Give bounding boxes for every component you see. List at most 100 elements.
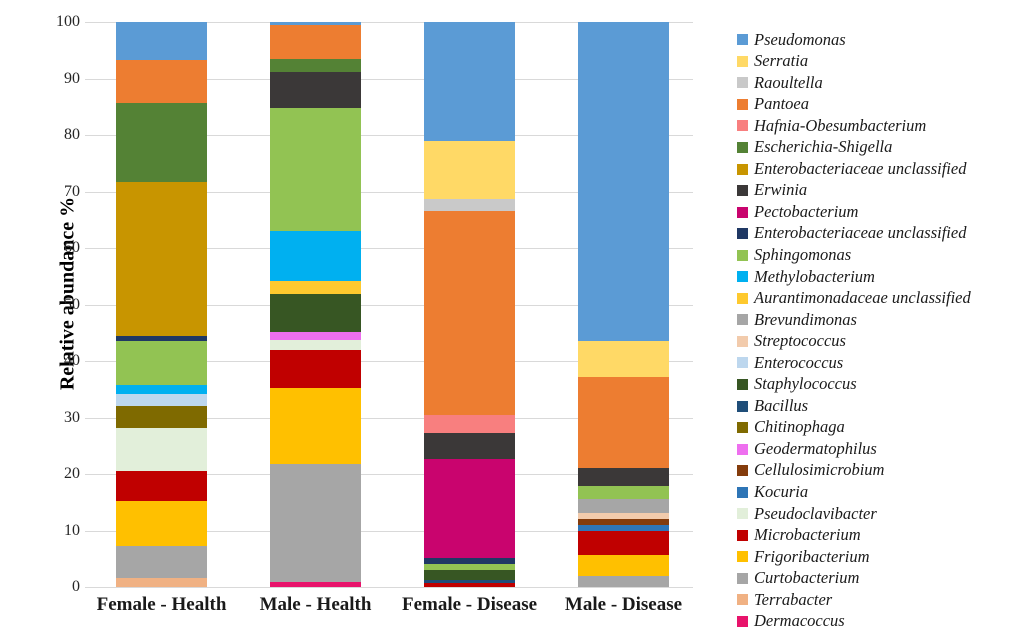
legend-swatch-icon	[737, 529, 748, 541]
bar-segment-bacillus	[424, 580, 515, 584]
legend-item-streptococcus: Streptococcus	[737, 331, 971, 353]
legend-swatch-icon	[737, 594, 748, 606]
legend-item-kocuria: Kocuria	[737, 481, 971, 503]
bar-segment-pseudoclavibacter	[270, 339, 361, 350]
y-tick-label-90: 90	[64, 69, 80, 87]
bar-segment-serratia	[424, 141, 515, 200]
y-tick-label-40: 40	[64, 352, 80, 369]
legend-swatch-icon	[737, 551, 748, 563]
bar-segment-pseudomonas	[578, 22, 669, 341]
bar-segment-terrabacter	[116, 577, 207, 587]
legend-label: Kocuria	[754, 482, 809, 501]
x-category-label-2: Male - Health	[259, 594, 372, 615]
legend-swatch-icon	[737, 98, 748, 110]
legend-item-frigoribacterium: Frigoribacterium	[737, 546, 971, 568]
y-tick-label-80: 80	[64, 126, 80, 143]
legend-label: Microbacterium	[754, 525, 861, 545]
bar-segment-dermacoccus	[270, 581, 361, 587]
y-tick-label-100: 100	[56, 13, 80, 30]
legend-label: Curtobacterium	[754, 568, 860, 588]
legend-label: Escherichia-Shigella	[754, 137, 893, 157]
legend-swatch-icon	[737, 465, 748, 477]
gridline-60	[85, 248, 693, 249]
gridline-0	[85, 587, 693, 588]
legend-label: Dermacoccus	[754, 611, 845, 630]
bar-segment-enterobacteriaceae-unclassified	[424, 558, 515, 564]
legend-label: Frigoribacterium	[754, 546, 870, 566]
gridline-50	[85, 304, 693, 306]
legend-item-brevundimonas: Brevundimonas	[737, 309, 971, 331]
legend-label: Erwinia	[754, 180, 808, 200]
bar-segment-streptococcus	[578, 513, 669, 519]
bar-segment-pantoea	[270, 25, 361, 59]
legend-label: Enterococcus	[754, 352, 844, 372]
y-tick-label-0: 0	[72, 578, 80, 595]
legend-swatch-icon	[737, 206, 748, 218]
legend-label: Enterobacteriaceae unclassified	[754, 158, 967, 178]
legend-item-staphylococcus: Staphylococcus	[737, 374, 971, 396]
gridline-90	[85, 78, 693, 80]
bar-segment-pseudomonas	[270, 22, 361, 26]
x-category-label-3: Female - Disease	[401, 594, 538, 615]
legend-swatch-icon	[737, 486, 748, 498]
legend-label: Chitinophaga	[754, 417, 845, 437]
legend-item-microbacterium: Microbacterium	[737, 525, 971, 547]
legend-item-methylobacterium: Methylobacterium	[737, 266, 971, 288]
bar-segment-frigoribacterium	[116, 501, 207, 546]
bar-segment-pseudoclavibacter	[116, 428, 207, 472]
legend-swatch-icon	[737, 142, 748, 153]
legend-item-escherichia-shigella: Escherichia-Shigella	[737, 137, 971, 159]
legend-item-enterobacteriaceae-unclassified: Enterobacteriaceae unclassified	[737, 223, 971, 245]
bar-segment-sphingomonas	[578, 485, 669, 500]
legend-label: Terrabacter	[754, 589, 833, 609]
legend-item-geodermatophilus: Geodermatophilus	[737, 438, 971, 460]
legend-swatch-icon	[737, 422, 748, 434]
bar-segment-staphylococcus	[270, 293, 361, 333]
legend-swatch-icon	[737, 335, 748, 347]
bar-segment-methylobacterium	[116, 384, 207, 394]
legend-item-pectobacterium: Pectobacterium	[737, 201, 971, 223]
bar-segment-sphingomonas	[270, 108, 361, 232]
bar-male-health	[270, 22, 361, 587]
bar-segment-enterobacteriaceae-unclassified	[116, 335, 207, 341]
bar-segment-erwinia	[578, 468, 669, 486]
bar-segment-geodermatophilus	[270, 332, 361, 340]
bar-female-disease	[424, 22, 515, 587]
bar-segment-serratia	[578, 340, 669, 378]
legend-label: Pectobacterium	[754, 201, 859, 221]
legend-item-erwinia: Erwinia	[737, 180, 971, 202]
bar-segment-curtobacterium	[578, 576, 669, 587]
legend-swatch-icon	[737, 55, 748, 67]
legend-label: Aurantimonadaceae unclassified	[754, 288, 971, 308]
y-axis-title: Relative abundance %	[56, 196, 79, 391]
bar-segment-microbacterium	[578, 530, 669, 555]
bar-segment-frigoribacterium	[270, 388, 361, 465]
legend-label: Raoultella	[754, 72, 823, 92]
legend-label: Methylobacterium	[754, 266, 875, 286]
legend-item-sphingomonas: Sphingomonas	[737, 244, 971, 266]
gridline-70	[85, 191, 693, 193]
bar-male-disease	[578, 22, 669, 587]
legend-swatch-icon	[737, 616, 748, 628]
bar-segment-cellulosimicrobium	[578, 518, 669, 525]
legend-label: Brevundimonas	[754, 309, 857, 329]
x-category-label-1: Female - Health	[96, 594, 227, 615]
legend-item-enterobacteriaceae-unclassified: Enterobacteriaceae unclassified	[737, 158, 971, 180]
bar-segment-aurantimonadaceae-unclassified	[270, 281, 361, 294]
bar-segment-pantoea	[116, 59, 207, 103]
legend-label: Pantoea	[754, 94, 809, 114]
legend-swatch-icon	[737, 379, 748, 391]
legend-label: Hafnia-Obesumbacterium	[754, 115, 927, 135]
bar-segment-escherichia-shigella	[270, 58, 361, 72]
legend-label: Streptococcus	[754, 331, 846, 351]
y-tick-label-70: 70	[64, 182, 80, 200]
legend-item-curtobacterium: Curtobacterium	[737, 568, 971, 590]
legend-swatch-icon	[737, 357, 748, 369]
legend-item-pantoea: Pantoea	[737, 94, 971, 116]
legend-swatch-icon	[737, 292, 748, 304]
gridline-10	[85, 530, 693, 532]
bar-segment-sphingomonas	[424, 563, 515, 571]
bar-segment-kocuria	[578, 524, 669, 531]
bar-segment-enterobacteriaceae-unclassified	[116, 181, 207, 336]
